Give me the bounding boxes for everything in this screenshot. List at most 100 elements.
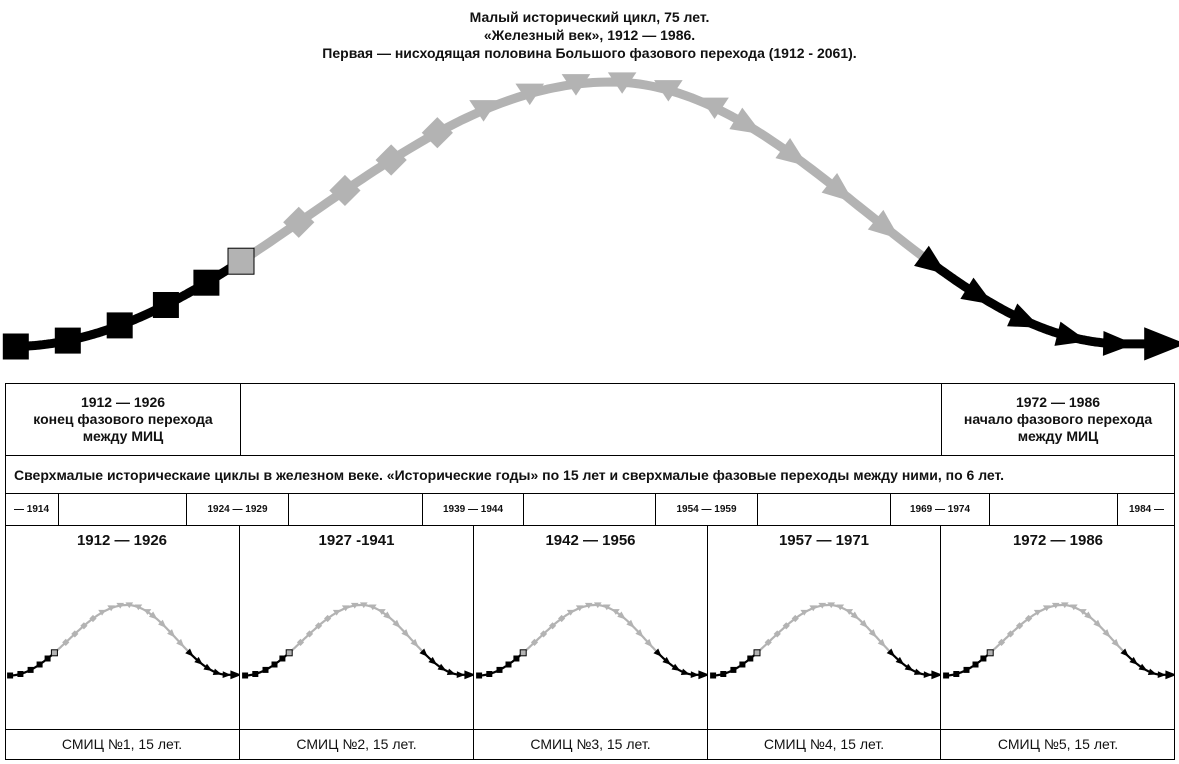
square-marker	[710, 672, 717, 679]
down-triangle-marker	[125, 602, 134, 609]
end-arrowhead	[464, 670, 474, 680]
down-triangle-marker	[593, 602, 602, 609]
main-cycle-curve	[2, 72, 1179, 361]
phase-end-line1: конец фазового перехода	[33, 411, 213, 427]
diamond-marker	[62, 638, 70, 647]
down-triangle-marker	[1069, 604, 1078, 611]
square-marker	[7, 672, 14, 679]
down-triangle-marker	[800, 609, 809, 616]
down-triangle-marker	[98, 609, 106, 616]
curve-segment	[931, 261, 1168, 349]
square-marker	[963, 666, 970, 673]
down-triangle-marker	[107, 605, 115, 612]
diagram-title: Малый исторический цикл, 75 лет. «Железн…	[0, 8, 1179, 62]
end-arrowhead	[230, 670, 240, 680]
arrow-marker	[410, 638, 419, 648]
mini-cycle-curve	[943, 602, 1175, 680]
phase-end-years: 1912 — 1926	[80, 394, 166, 410]
cycle-years: 1942 — 1956	[545, 532, 636, 549]
cycle-label-cell: СМИЦ №1, 15 лет.	[5, 729, 240, 759]
down-triangle-marker	[515, 83, 545, 106]
labels-row-divider	[5, 729, 1175, 730]
cycle-years: 1927 -1941	[318, 532, 395, 549]
transition-label: — 1914	[13, 503, 50, 515]
phase-start-line2: между МИЦ	[1017, 428, 1099, 444]
cycle-label-cell: СМИЦ №3, 15 лет.	[474, 729, 708, 759]
square-marker	[252, 671, 259, 677]
arrow-marker	[960, 277, 994, 305]
square-marker	[519, 649, 527, 657]
arrow-marker	[904, 663, 914, 672]
diamond-marker	[530, 638, 539, 647]
phase-end-line2: между МИЦ	[82, 428, 164, 444]
transition-cell: 1939 — 1944	[423, 493, 524, 525]
super-small-cycles-text: Сверхмалые историческаие циклы в железно…	[14, 466, 1005, 483]
mini-cycle-curve	[242, 602, 474, 680]
down-triangle-marker	[602, 604, 611, 611]
arrow-marker	[662, 656, 672, 665]
arrow-marker	[868, 629, 877, 638]
arrow-marker	[671, 663, 681, 671]
curve-segment	[658, 653, 705, 676]
diamond-marker	[71, 630, 79, 638]
square-marker	[943, 672, 950, 679]
phase-start-cell: 1972 — 1986 начало фазового перехода меж…	[941, 383, 1175, 456]
down-triangle-marker	[584, 602, 593, 609]
title-line-3: Первая — нисходящая половина Большого фа…	[322, 45, 857, 61]
super-small-cycles-caption: Сверхмалые историческаие циклы в железно…	[5, 455, 1175, 494]
arrow-marker	[867, 209, 901, 240]
transition-label: 1969 — 1974	[909, 503, 971, 515]
square-marker	[972, 661, 979, 668]
arrow-marker	[886, 648, 895, 657]
arrow-marker	[690, 671, 700, 679]
end-arrowhead	[1165, 670, 1175, 680]
transitions-row-divider	[5, 525, 1175, 526]
down-triangle-marker	[368, 604, 377, 611]
transition-label: 1939 — 1944	[442, 503, 504, 515]
square-marker	[953, 671, 960, 677]
transition-label: 1984 —	[1128, 503, 1165, 515]
diamond-marker	[283, 206, 315, 238]
transition-cell: 1924 — 1929	[187, 493, 289, 525]
square-marker	[17, 671, 24, 677]
square-marker	[476, 672, 483, 679]
arrow-marker	[626, 619, 635, 629]
down-triangle-marker	[612, 609, 620, 615]
cycle-panel-2: 1927 -1941	[240, 525, 474, 729]
end-arrowhead	[698, 670, 708, 680]
cycle-panel-3: 1942 — 1956	[474, 525, 708, 729]
transition-gap	[59, 493, 187, 525]
arrow-marker	[1007, 303, 1041, 328]
arrow-marker	[428, 656, 438, 665]
cycle-panel-4: 1957 — 1971	[708, 525, 941, 729]
diamond-marker	[773, 630, 781, 638]
square-marker	[753, 649, 761, 657]
diamond-marker	[558, 614, 566, 623]
arrow-marker	[446, 668, 456, 675]
down-triangle-marker	[809, 605, 818, 612]
square-marker	[505, 661, 512, 668]
cycle-label: СМИЦ №4, 15 лет.	[763, 736, 885, 752]
down-triangle-marker	[134, 604, 143, 611]
curve-segment	[522, 603, 660, 655]
square-marker	[730, 666, 737, 673]
square-marker	[36, 661, 43, 668]
arrow-marker	[1138, 663, 1148, 671]
transition-gap	[990, 493, 1118, 525]
arrow-marker	[419, 648, 428, 657]
diamond-marker	[375, 144, 407, 176]
square-marker	[980, 655, 987, 662]
cycle-label: СМИЦ №3, 15 лет.	[530, 736, 651, 752]
arrow-marker	[635, 629, 644, 638]
diamond-marker	[764, 638, 772, 647]
mini-cycle-curve	[710, 602, 941, 680]
arrow-marker	[392, 619, 401, 629]
arrow-marker	[456, 671, 466, 679]
square-marker	[739, 661, 746, 668]
end-arrowhead	[931, 670, 941, 680]
down-triangle-marker	[836, 604, 845, 611]
transition-cell: 1954 — 1959	[656, 493, 758, 525]
curve-segment	[756, 603, 893, 655]
square-marker	[486, 671, 493, 677]
cycle-years: 1957 — 1971	[778, 532, 870, 549]
